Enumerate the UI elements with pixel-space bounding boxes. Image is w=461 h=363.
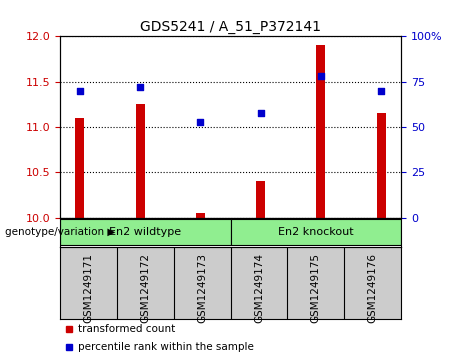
Point xyxy=(257,110,264,115)
Text: En2 knockout: En2 knockout xyxy=(278,227,354,237)
Text: GSM1249173: GSM1249173 xyxy=(197,253,207,323)
Text: En2 wildtype: En2 wildtype xyxy=(109,227,181,237)
Text: percentile rank within the sample: percentile rank within the sample xyxy=(78,342,254,352)
Text: transformed count: transformed count xyxy=(78,323,176,334)
Bar xyxy=(196,213,205,218)
Title: GDS5241 / A_51_P372141: GDS5241 / A_51_P372141 xyxy=(140,20,321,34)
Bar xyxy=(136,104,145,218)
Bar xyxy=(76,118,84,218)
FancyBboxPatch shape xyxy=(60,219,230,245)
Point xyxy=(197,119,204,125)
Point xyxy=(378,88,385,94)
Point xyxy=(317,73,325,79)
Text: GSM1249175: GSM1249175 xyxy=(311,253,321,323)
Bar xyxy=(316,45,325,218)
Point xyxy=(136,84,144,90)
Point xyxy=(76,88,83,94)
Bar xyxy=(377,113,385,218)
FancyBboxPatch shape xyxy=(230,219,401,245)
Bar xyxy=(256,182,265,218)
Text: GSM1249171: GSM1249171 xyxy=(83,253,94,323)
Text: GSM1249172: GSM1249172 xyxy=(140,253,150,323)
Text: GSM1249174: GSM1249174 xyxy=(254,253,264,323)
Text: GSM1249176: GSM1249176 xyxy=(367,253,378,323)
Text: genotype/variation ▶: genotype/variation ▶ xyxy=(5,227,115,237)
